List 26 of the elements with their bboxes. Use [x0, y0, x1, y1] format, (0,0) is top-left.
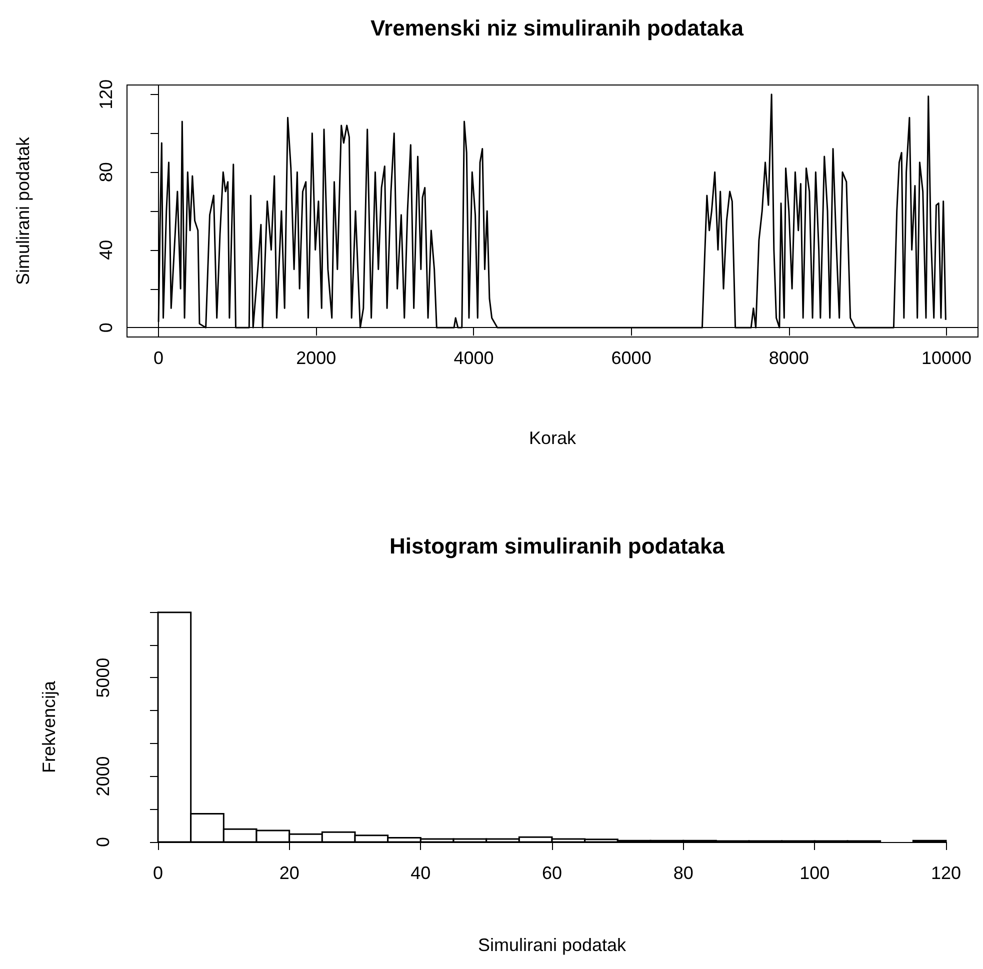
- y-tick-label: 120: [96, 79, 116, 110]
- x-tick-label: 20: [279, 863, 300, 883]
- y-tick-label: 2000: [93, 756, 113, 796]
- y-tick-label: 0: [93, 836, 113, 848]
- x-tick-label: 0: [154, 348, 164, 368]
- x-axis-title: Korak: [528, 428, 578, 448]
- y-tick-label: 80: [96, 162, 116, 182]
- x-tick-label: 6000: [611, 348, 652, 368]
- x-tick-label: 40: [410, 863, 431, 883]
- chart-title: Vremenski niz simuliranih podataka: [370, 16, 744, 40]
- x-tick-label: 4000: [454, 348, 494, 368]
- x-axis-title: Simulirani podatak: [478, 935, 628, 955]
- x-tick-label: 0: [152, 863, 164, 883]
- x-tick-label: 100: [800, 863, 830, 883]
- x-tick-label: 80: [673, 863, 694, 883]
- x-tick-label: 2000: [296, 348, 336, 368]
- y-axis-title: Simulirani podatak: [13, 136, 33, 286]
- chart-title: Histogram simuliranih podataka: [390, 534, 726, 558]
- x-tick-label: 10000: [921, 348, 972, 368]
- y-axis-title: Frekvencija: [39, 680, 59, 774]
- y-tick-label: 5000: [93, 658, 113, 698]
- x-tick-label: 8000: [768, 348, 809, 368]
- x-tick-label: 120: [930, 863, 962, 883]
- y-tick-label: 40: [96, 240, 116, 260]
- x-tick-label: 60: [542, 863, 562, 883]
- y-tick-label: 0: [96, 322, 116, 333]
